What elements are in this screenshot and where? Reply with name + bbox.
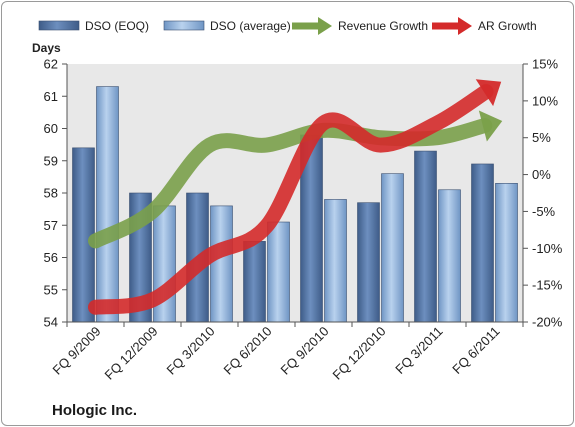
legend-label: DSO (average) [210, 19, 291, 33]
bar-dso-average-7 [495, 183, 518, 323]
y-tick-label: 62 [44, 57, 58, 72]
bar-dso-average-4 [324, 199, 347, 323]
bar-dso-average-2 [210, 205, 233, 323]
y-tick-label: 61 [44, 89, 58, 104]
arrowhead-ar-growth [475, 79, 502, 107]
bar-dso-average-0 [96, 86, 119, 323]
bar-dso-eoq-5 [357, 202, 380, 323]
bars-layer [72, 86, 518, 323]
x-tick-label: FQ 12/2009 [101, 324, 160, 383]
y-tick-label: 54 [44, 315, 58, 330]
x-tick-label: FQ 3/2010 [164, 324, 218, 378]
y2-tick-label: -15% [532, 278, 563, 293]
y-tick-label: 57 [44, 218, 58, 233]
legend-label: DSO (EOQ) [85, 19, 149, 33]
lines-layer [88, 79, 503, 315]
line-revenue-growth [88, 117, 493, 249]
y2-tick-label: -10% [532, 241, 563, 256]
y-tick-label: 56 [44, 250, 58, 265]
legend-arrow-ar-growth [458, 17, 472, 35]
y2-tick-label: 10% [532, 93, 558, 108]
arrowhead-revenue-growth [478, 110, 503, 142]
y2-tick-label: 0% [532, 167, 551, 182]
x-tick-label: FQ 6/2011 [449, 324, 502, 377]
legend-arrow-revenue-growth [318, 17, 332, 35]
legend-swatch-dso-eoq [38, 20, 80, 31]
bar-dso-average-3 [267, 221, 290, 323]
legend-swatch-dso-average [163, 20, 205, 31]
y-axis-title: Days [32, 41, 61, 55]
bar-dso-eoq-6 [414, 150, 437, 323]
y2-tick-label: 15% [532, 57, 558, 72]
bar-dso-eoq-3 [243, 241, 266, 323]
line-ar-growth [88, 84, 494, 315]
x-tick-label: FQ 6/2010 [221, 324, 275, 378]
bar-dso-average-5 [381, 173, 404, 323]
bar-dso-average-6 [438, 189, 461, 323]
y-tick-label: 59 [44, 153, 58, 168]
y-tick-label: 58 [44, 186, 58, 201]
y-tick-label: 55 [44, 282, 58, 297]
legend: DSO (EOQ) DSO (average) Revenue Growth AR G… [38, 17, 537, 35]
y2-tick-label: 5% [532, 130, 551, 145]
chart-title: Hologic Inc. [52, 402, 137, 419]
legend-label: AR Growth [478, 19, 537, 33]
y2-tick-label: -20% [532, 315, 563, 330]
bar-dso-eoq-7 [471, 163, 494, 323]
legend-label: Revenue Growth [338, 19, 428, 33]
y-tick-label: 60 [44, 121, 58, 136]
x-tick-label: FQ 9/2009 [50, 324, 104, 378]
y2-tick-label: -5% [532, 204, 556, 219]
x-tick-label: FQ 3/2011 [392, 324, 445, 377]
axes-layer [62, 63, 528, 327]
x-tick-label: FQ 12/2010 [329, 324, 388, 383]
x-tick-label: FQ 9/2010 [278, 324, 332, 378]
